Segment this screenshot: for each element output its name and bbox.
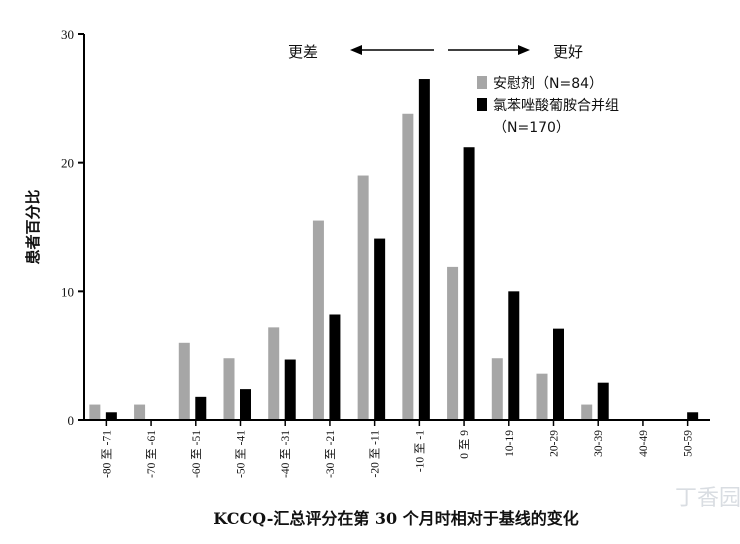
x-axis-title: KCCQ-汇总评分在第 30 个月时相对于基线的变化 xyxy=(213,509,579,528)
bar-placebo xyxy=(178,342,190,420)
x-tick-label: -30 至 -21 xyxy=(325,430,337,478)
x-tick-label: 50-59 xyxy=(683,430,695,457)
left-arrow-icon xyxy=(350,45,362,55)
bar-tafamidis xyxy=(553,328,564,420)
legend-label-placebo: 安慰剂（N=84） xyxy=(493,75,603,92)
bar-placebo xyxy=(491,358,503,420)
legend: 安慰剂（N=84） 氯苯唑酸葡胺合并组 （N=170） xyxy=(477,75,619,136)
x-tick-label: -70 至 -61 xyxy=(146,430,158,478)
bar-tafamidis xyxy=(687,412,699,420)
better-label: 更好 xyxy=(553,43,583,61)
legend-label-tafamidis-n: （N=170） xyxy=(493,120,570,136)
bar-placebo xyxy=(223,358,235,420)
bar-placebo xyxy=(89,404,101,420)
bar-tafamidis xyxy=(105,412,117,420)
x-tick-label: -50 至 -41 xyxy=(236,430,248,478)
bar-tafamidis xyxy=(195,396,207,420)
x-tick-label: -80 至 -71 xyxy=(101,430,113,478)
bar-placebo xyxy=(134,404,146,420)
watermark: 丁香园 xyxy=(675,486,740,511)
legend-swatch-tafamidis xyxy=(477,98,487,111)
x-tick-label: 10-19 xyxy=(504,430,516,457)
legend-label-tafamidis: 氯苯唑酸葡胺合并组 xyxy=(493,97,619,114)
worse-label: 更差 xyxy=(288,43,318,61)
x-tick-label: -10 至 -1 xyxy=(414,430,426,472)
bar-placebo xyxy=(312,220,324,420)
bar-placebo xyxy=(402,113,414,421)
bar-tafamidis xyxy=(463,147,475,420)
bar-placebo xyxy=(581,404,593,420)
direction-annotation: 更差 更好 xyxy=(288,43,583,61)
bar-tafamidis xyxy=(240,389,251,420)
bar-tafamidis xyxy=(597,382,609,420)
bars-layer xyxy=(89,79,699,421)
y-tick-label: 0 xyxy=(68,413,75,428)
bar-tafamidis xyxy=(418,79,430,421)
x-tick-label: -60 至 -51 xyxy=(191,430,203,478)
bar-tafamidis xyxy=(284,359,296,420)
y-tick-label: 20 xyxy=(61,156,74,171)
bar-placebo xyxy=(536,373,548,420)
x-tick-label: 0 至 9 xyxy=(459,430,471,459)
right-arrow-icon xyxy=(518,45,530,55)
x-tick-label: -20 至 -11 xyxy=(370,430,382,478)
y-ticks: 0 10 20 30 xyxy=(61,27,84,428)
x-tick-label: 20-29 xyxy=(549,430,561,457)
x-tick-label: -40 至 -31 xyxy=(280,430,292,478)
x-tick-label: 40-49 xyxy=(638,430,650,457)
y-axis-title: 患者百分比 xyxy=(24,189,42,264)
bar-tafamidis xyxy=(329,314,341,420)
bar-placebo xyxy=(447,266,459,420)
bar-placebo xyxy=(268,327,280,420)
axes-layer xyxy=(83,34,710,421)
y-tick-label: 10 xyxy=(61,284,74,299)
bar-tafamidis xyxy=(508,291,520,420)
y-tick-label: 30 xyxy=(61,27,74,42)
bar-placebo xyxy=(357,175,369,420)
bar-tafamidis xyxy=(374,238,386,420)
legend-swatch-placebo xyxy=(477,76,487,89)
x-tick-label: 30-39 xyxy=(593,430,605,457)
x-ticks: -80 至 -71 -70 至 -61 -60 至 -51 -50 至 -41 -40 … xyxy=(101,420,695,478)
